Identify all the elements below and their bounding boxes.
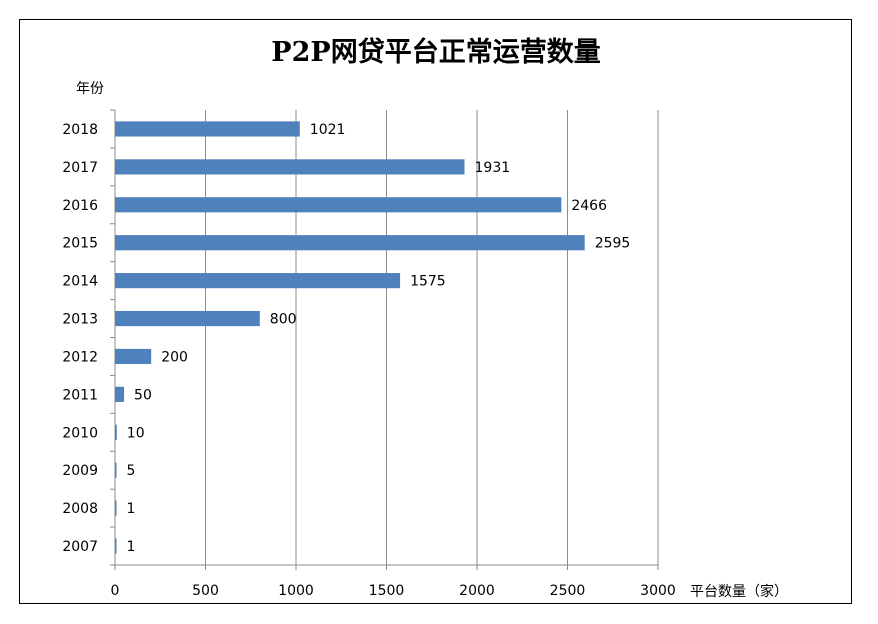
x-tick-label: 0	[111, 583, 120, 599]
x-tick-label: 2500	[550, 583, 586, 599]
data-label: 10	[127, 425, 145, 441]
x-tick-label: 3000	[640, 583, 676, 599]
data-label: 1575	[410, 274, 446, 290]
y-tick-label: 2016	[62, 198, 98, 214]
chart-title: P2P网贷平台正常运营数量	[271, 36, 600, 68]
data-label: 50	[134, 387, 152, 403]
y-tick-label: 2013	[62, 312, 98, 328]
bar	[115, 462, 117, 478]
bar	[115, 121, 300, 137]
data-label: 1	[127, 539, 136, 555]
bar	[115, 538, 117, 554]
data-label: 800	[270, 312, 297, 328]
bar	[115, 348, 152, 365]
bar	[115, 273, 401, 289]
data-label: 1931	[475, 160, 511, 176]
gridlines	[205, 110, 659, 565]
x-axis-label: 平台数量（家）	[690, 583, 788, 600]
bar	[115, 235, 585, 251]
y-tick-label: 2010	[62, 425, 98, 441]
bar	[115, 310, 260, 327]
axes	[110, 109, 659, 570]
x-tick-label: 1000	[278, 583, 314, 599]
bar	[115, 424, 117, 440]
bar	[115, 386, 125, 402]
data-label: 1021	[310, 122, 346, 138]
bars	[115, 121, 585, 554]
y-tick-label: 2007	[62, 539, 98, 555]
data-label: 2466	[571, 198, 607, 214]
x-tick-label: 2000	[459, 583, 495, 599]
data-label: 2595	[595, 236, 631, 252]
data-label: 5	[127, 463, 136, 479]
labels: 0 500 1000 1500 2000 2500 3000 2007 1 2008 1 2009 5 2…	[62, 122, 675, 599]
data-label: 200	[161, 349, 188, 365]
bar	[115, 197, 562, 213]
y-tick-label: 2014	[62, 274, 98, 290]
y-tick-label: 2015	[62, 236, 98, 252]
data-label: 1	[127, 501, 136, 517]
y-tick-label: 2009	[62, 463, 98, 479]
y-tick-label: 2011	[62, 387, 98, 403]
bar	[115, 159, 465, 175]
y-axis-label: 年份	[76, 81, 104, 97]
x-tick-label: 500	[192, 583, 219, 599]
y-tick-label: 2008	[62, 501, 98, 517]
x-tick-label: 1500	[369, 583, 405, 599]
y-tick-label: 2012	[62, 349, 98, 365]
y-tick-label: 2017	[62, 160, 98, 176]
bar	[115, 500, 117, 516]
y-tick-label: 2018	[62, 122, 98, 138]
